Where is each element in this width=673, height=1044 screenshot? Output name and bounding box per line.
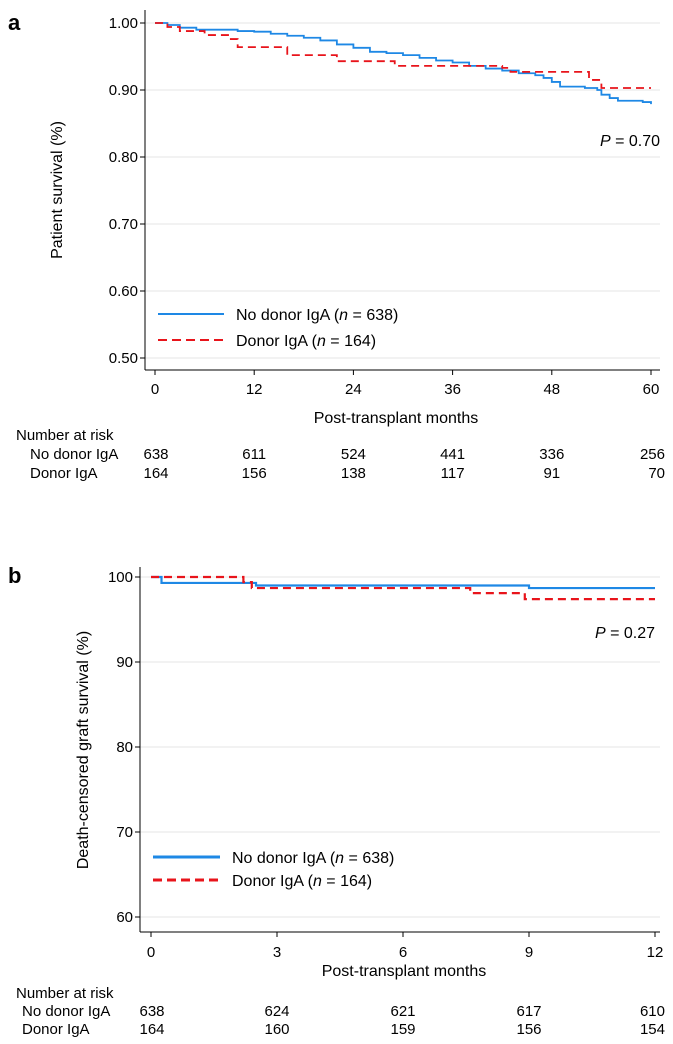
panel-b: b 60 70 80 90 100 0 3 6 9 12 Death-censored graft… xyxy=(8,563,665,1038)
panel-b-risk-value: 156 xyxy=(516,1021,541,1038)
panel-b-letter: b xyxy=(8,563,21,588)
panel-b-curve-no-donor-iga xyxy=(151,575,655,590)
panel-a-curve-donor-iga xyxy=(155,22,651,89)
panel-a-letter: a xyxy=(8,10,21,35)
panel-b-y-tick-label: 80 xyxy=(116,739,133,756)
panel-b-p-text: = 0.27 xyxy=(606,625,655,642)
panel-a-x-tick-label: 60 xyxy=(643,381,660,398)
panel-a: a 0.50 0.60 0.70 0.80 0.90 1.00 0 12 24 36 48 60 Pa… xyxy=(8,10,665,482)
panel-a-risk-value: 70 xyxy=(648,465,665,482)
panel-a-y-tick-label: 0.80 xyxy=(109,149,138,166)
panel-a-risk-value: 256 xyxy=(640,446,665,463)
panel-a-risk-value: 156 xyxy=(242,465,267,482)
panel-a-risk-value: 611 xyxy=(242,446,266,463)
panel-b-x-tick-label: 6 xyxy=(399,944,407,961)
panel-b-risk-value: 621 xyxy=(390,1003,415,1020)
panel-b-risk-value: 164 xyxy=(139,1021,164,1038)
panel-b-y-axis-title: Death-censored graft survival (%) xyxy=(75,631,92,869)
panel-a-curves xyxy=(155,22,652,105)
panel-b-p-value: P = 0.27 xyxy=(595,625,655,642)
panel-b-y-tick-label: 60 xyxy=(116,909,133,926)
panel-b-risk-value: 617 xyxy=(516,1003,541,1020)
panel-b-risk-value: 624 xyxy=(264,1003,289,1020)
panel-b-p-symbol: P xyxy=(595,625,606,642)
panel-a-y-tick-label: 0.90 xyxy=(109,82,138,99)
panel-a-y-tick-label: 0.50 xyxy=(109,350,138,367)
panel-a-y-axis-title: Patient survival (%) xyxy=(49,121,66,259)
panel-a-x-tick-label: 24 xyxy=(345,381,362,398)
panel-a-gridlines xyxy=(145,22,660,359)
panel-a-risk-value: 638 xyxy=(143,446,168,463)
panel-a-legend-label-2: Donor IgA (n = 164) xyxy=(236,333,376,350)
panel-b-gridlines xyxy=(140,576,660,918)
panel-a-risk-title: Number at risk xyxy=(16,427,114,444)
panel-b-legend: No donor IgA (n = 638) Donor IgA (n = 16… xyxy=(153,850,394,890)
panel-b-y-tick-label: 70 xyxy=(116,824,133,841)
panel-a-risk-table: Number at risk No donor IgA 638 611 524 441 33… xyxy=(16,427,665,482)
panel-b-curves xyxy=(151,575,655,601)
panel-a-risk-value: 336 xyxy=(539,446,564,463)
panel-b-y-tick-label: 100 xyxy=(108,569,133,586)
panel-b-x-axis-title: Post-transplant months xyxy=(322,963,487,980)
panel-a-risk-value: 117 xyxy=(441,465,465,482)
panel-a-x-tick-label: 36 xyxy=(444,381,461,398)
panel-a-ticks: 0.50 0.60 0.70 0.80 0.90 1.00 0 12 24 36 48 60 xyxy=(109,15,660,398)
panel-a-risk-value: 441 xyxy=(440,446,465,463)
panel-b-legend-label-1: No donor IgA (n = 638) xyxy=(232,850,394,867)
panel-a-y-tick-label: 0.70 xyxy=(109,216,138,233)
panel-a-p-text: = 0.70 xyxy=(611,133,660,150)
panel-b-y-tick-label: 90 xyxy=(116,654,133,671)
panel-b-risk-value: 159 xyxy=(390,1021,415,1038)
panel-a-x-tick-label: 0 xyxy=(151,381,159,398)
panel-a-risk-value: 164 xyxy=(143,465,168,482)
panel-a-p-symbol: P xyxy=(600,133,611,150)
panel-a-y-tick-label: 1.00 xyxy=(109,15,138,32)
panel-b-legend-label-2: Donor IgA (n = 164) xyxy=(232,873,372,890)
panel-b-risk-value: 154 xyxy=(640,1021,665,1038)
panel-b-risk-value: 160 xyxy=(264,1021,289,1038)
panel-b-risk-value: 638 xyxy=(139,1003,164,1020)
panel-b-risk-title: Number at risk xyxy=(16,985,114,1002)
panel-a-legend-label-1: No donor IgA (n = 638) xyxy=(236,307,398,324)
panel-a-risk-value: 524 xyxy=(341,446,366,463)
panel-a-legend: No donor IgA (n = 638) Donor IgA (n = 16… xyxy=(158,307,398,350)
panel-b-risk-row-label: Donor IgA xyxy=(22,1021,90,1038)
panel-b-x-tick-label: 12 xyxy=(647,944,664,961)
panel-b-x-tick-label: 0 xyxy=(147,944,155,961)
panel-b-ticks: 60 70 80 90 100 0 3 6 9 12 xyxy=(108,569,663,961)
panel-a-p-value: P = 0.70 xyxy=(600,133,660,150)
panel-a-x-tick-label: 12 xyxy=(246,381,263,398)
panel-a-x-axis-title: Post-transplant months xyxy=(314,410,479,427)
panel-a-risk-value: 91 xyxy=(543,465,560,482)
panel-b-risk-value: 610 xyxy=(640,1003,665,1020)
panel-b-curve-donor-iga xyxy=(151,575,655,601)
panel-a-risk-row-label: Donor IgA xyxy=(30,465,98,482)
panel-b-x-tick-label: 9 xyxy=(525,944,533,961)
panel-b-x-tick-label: 3 xyxy=(273,944,281,961)
panel-a-risk-row-label: No donor IgA xyxy=(30,446,118,463)
panel-a-x-tick-label: 48 xyxy=(543,381,560,398)
panel-a-y-tick-label: 0.60 xyxy=(109,283,138,300)
panel-a-risk-value: 138 xyxy=(341,465,366,482)
panel-a-curve-no-donor-iga xyxy=(155,22,652,105)
panel-b-risk-row-label: No donor IgA xyxy=(22,1003,110,1020)
